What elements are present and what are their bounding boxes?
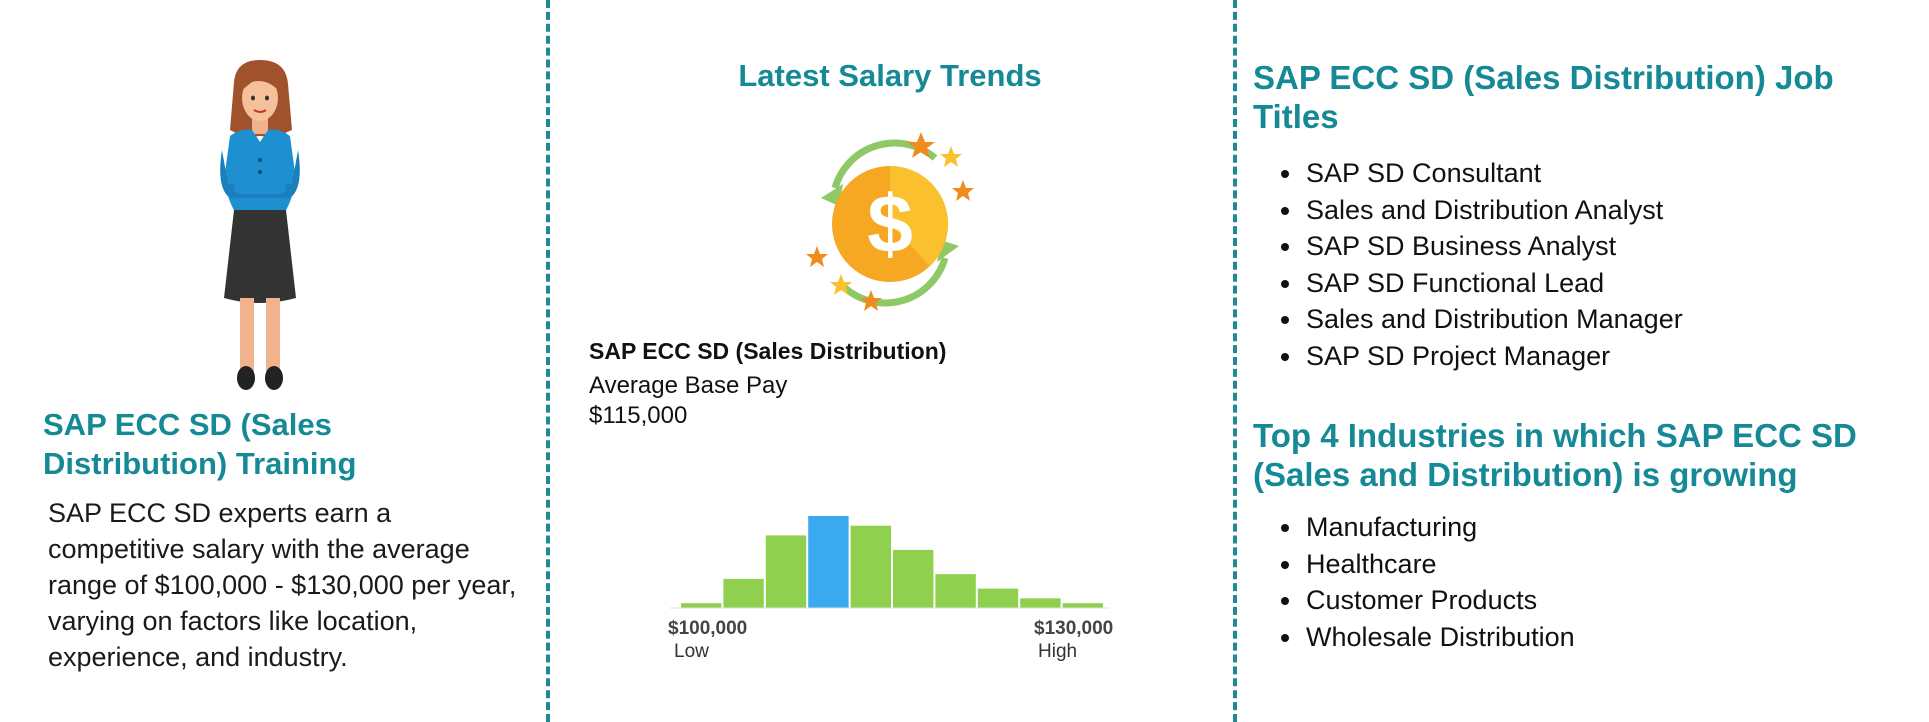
pay-label: SAP ECC SD (Sales Distribution) [589, 338, 947, 364]
list-item: Healthcare [1304, 546, 1575, 583]
average-base-pay-value: $115,000 [589, 402, 688, 429]
list-item: SAP SD Business Analyst [1304, 228, 1683, 265]
salary-histogram: $100,000 Low $130,000 High [668, 516, 1113, 662]
industries-heading: Top 4 Industries in which SAP ECC SD (Sa… [1253, 417, 1857, 493]
list-item: SAP SD Project Manager [1304, 338, 1683, 375]
industries-list: Manufacturing Healthcare Customer Produc… [1262, 509, 1575, 655]
histogram-bar [893, 549, 934, 608]
histogram-bar [723, 578, 764, 608]
column-divider-left [546, 0, 550, 722]
salary-trends-title: Latest Salary Trends [738, 58, 1042, 93]
salary-description: SAP ECC SD experts earn a competitive sa… [48, 498, 517, 672]
training-title: SAP ECC SD (Sales Distribution) Training [43, 407, 357, 481]
histogram-bar [765, 535, 807, 608]
histogram-bar [935, 574, 976, 608]
low-label: Low [674, 641, 709, 662]
job-titles-list: SAP SD Consultant Sales and Distribution… [1262, 155, 1683, 374]
high-label: High [1038, 641, 1077, 662]
list-item: Manufacturing [1304, 509, 1575, 546]
list-item: Customer Products [1304, 582, 1575, 619]
histogram-bar [681, 603, 722, 608]
list-item: Sales and Distribution Manager [1304, 301, 1683, 338]
histogram-bar [1062, 603, 1103, 608]
job-titles-heading: SAP ECC SD (Sales Distribution) Job Titl… [1253, 59, 1834, 135]
histogram-bar [977, 588, 1019, 608]
histogram-bar [850, 525, 891, 608]
woman-illustration [220, 60, 300, 390]
list-item: Sales and Distribution Analyst [1304, 192, 1683, 229]
low-value-label: $100,000 [668, 618, 747, 639]
average-base-pay-label: Average Base Pay [589, 372, 788, 399]
column-divider-right [1233, 0, 1237, 722]
histogram-bar [1020, 598, 1061, 608]
histogram-bar [808, 516, 849, 608]
dollar-coin-icon: $ [806, 132, 974, 311]
svg-text:$: $ [867, 179, 913, 270]
list-item: SAP SD Functional Lead [1304, 265, 1683, 302]
high-value-label: $130,000 [1034, 618, 1113, 639]
list-item: SAP SD Consultant [1304, 155, 1683, 192]
list-item: Wholesale Distribution [1304, 619, 1575, 656]
